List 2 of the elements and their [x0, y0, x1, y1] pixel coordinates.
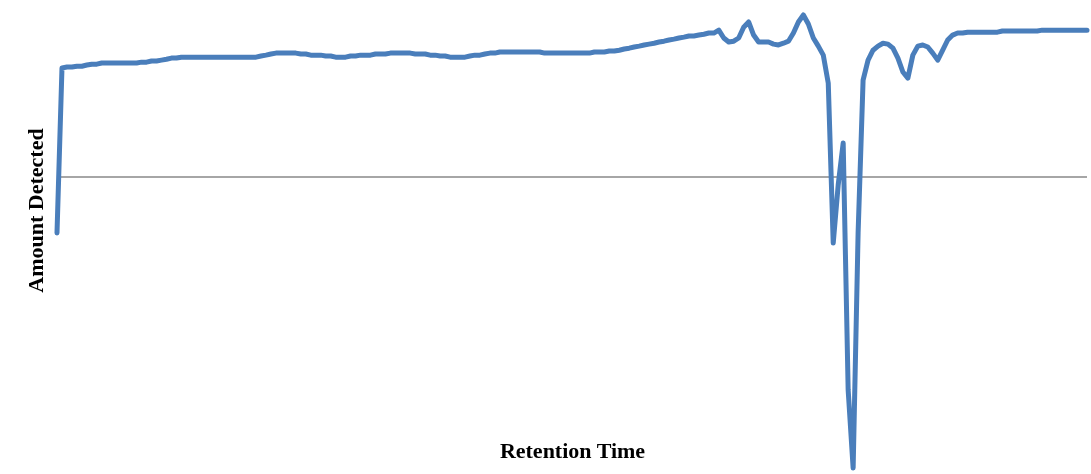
- x-axis-title: Retention Time: [499, 437, 646, 463]
- y-axis-title: Amount Detected: [22, 128, 48, 293]
